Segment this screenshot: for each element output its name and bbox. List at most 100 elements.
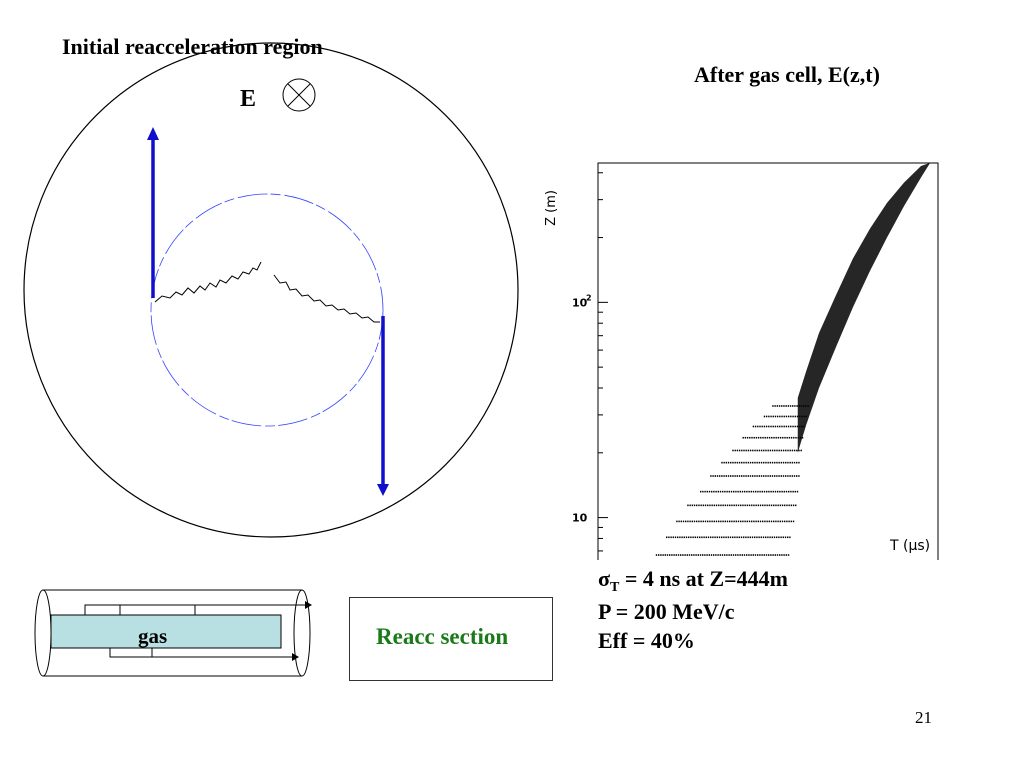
data-point [771, 436, 773, 439]
data-point [678, 520, 680, 523]
data-point [790, 425, 792, 428]
data-point [749, 536, 751, 539]
data-point [792, 405, 794, 407]
data-point [680, 520, 682, 523]
data-point [721, 461, 723, 464]
data-point [769, 449, 772, 452]
gas-cell [50, 614, 282, 649]
data-point [776, 475, 778, 477]
data-point [781, 490, 783, 493]
data-point [691, 504, 694, 507]
data-point [736, 475, 738, 477]
data-point [760, 475, 763, 477]
data-point [787, 461, 789, 464]
data-point [729, 536, 732, 539]
data-point [778, 405, 781, 407]
data-point [749, 461, 752, 464]
data-point [683, 536, 685, 539]
data-point [767, 449, 769, 452]
data-point [773, 520, 775, 523]
data-point [684, 554, 686, 556]
data-point [696, 504, 698, 507]
bunch-row [732, 449, 802, 452]
data-point [760, 436, 762, 439]
data-point [748, 520, 751, 523]
data-point [716, 536, 718, 539]
data-point [745, 536, 747, 539]
data-point [752, 475, 754, 477]
data-point [741, 475, 743, 477]
data-point [770, 520, 773, 523]
data-point [785, 415, 788, 418]
data-point [784, 504, 786, 507]
data-point [727, 536, 729, 539]
data-point [731, 504, 733, 507]
data-point [781, 405, 783, 407]
data-point [723, 475, 725, 477]
bunch-row [721, 461, 800, 464]
data-point [763, 490, 766, 493]
data-point [729, 520, 731, 523]
data-point [704, 490, 706, 493]
data-point [682, 554, 684, 556]
data-point [693, 504, 696, 507]
data-point [721, 554, 724, 556]
data-point [755, 490, 757, 493]
data-point [727, 461, 730, 464]
data-point [753, 520, 755, 523]
data-point [795, 436, 797, 439]
data-point [756, 475, 758, 477]
sigma-subscript: T [609, 580, 620, 595]
bunch-row [700, 490, 799, 493]
data-point [664, 554, 666, 556]
data-point [776, 405, 779, 407]
data-point [788, 520, 790, 523]
data-point [779, 415, 781, 418]
data-point [717, 490, 719, 493]
data-point [724, 554, 726, 556]
data-point [773, 504, 775, 507]
data-point [734, 461, 736, 464]
reacceleration-diagram [23, 42, 519, 538]
data-point [675, 554, 677, 556]
data-point [796, 405, 798, 407]
data-point [757, 425, 759, 428]
data-point [746, 490, 748, 493]
y-tick-label: 10 [572, 296, 588, 309]
data-point [715, 504, 718, 507]
data-point [758, 536, 760, 539]
data-point [779, 504, 782, 507]
data-point [743, 536, 745, 539]
data-point [738, 475, 741, 477]
data-point [740, 504, 742, 507]
data-point [772, 405, 774, 407]
data-point [765, 449, 767, 452]
data-point [722, 504, 724, 507]
data-point [733, 520, 735, 523]
data-point [705, 536, 707, 539]
data-point [759, 425, 761, 428]
data-point [715, 554, 717, 556]
data-point [668, 536, 670, 539]
data-point [765, 415, 768, 418]
data-point [706, 490, 708, 493]
data-point [712, 475, 714, 477]
data-point [763, 475, 765, 477]
e-field-into-page-icon [282, 78, 316, 112]
data-point [740, 536, 743, 539]
data-point [655, 554, 658, 556]
data-point [768, 554, 770, 556]
data-point [742, 504, 744, 507]
data-point [691, 520, 693, 523]
data-point [728, 490, 730, 493]
data-point [785, 405, 787, 407]
data-point [796, 461, 798, 464]
data-point [766, 436, 769, 439]
data-point [722, 490, 724, 493]
data-point [790, 415, 792, 418]
data-point [772, 415, 774, 418]
data-point [700, 520, 702, 523]
data-point [798, 449, 800, 452]
data-point [710, 536, 712, 539]
